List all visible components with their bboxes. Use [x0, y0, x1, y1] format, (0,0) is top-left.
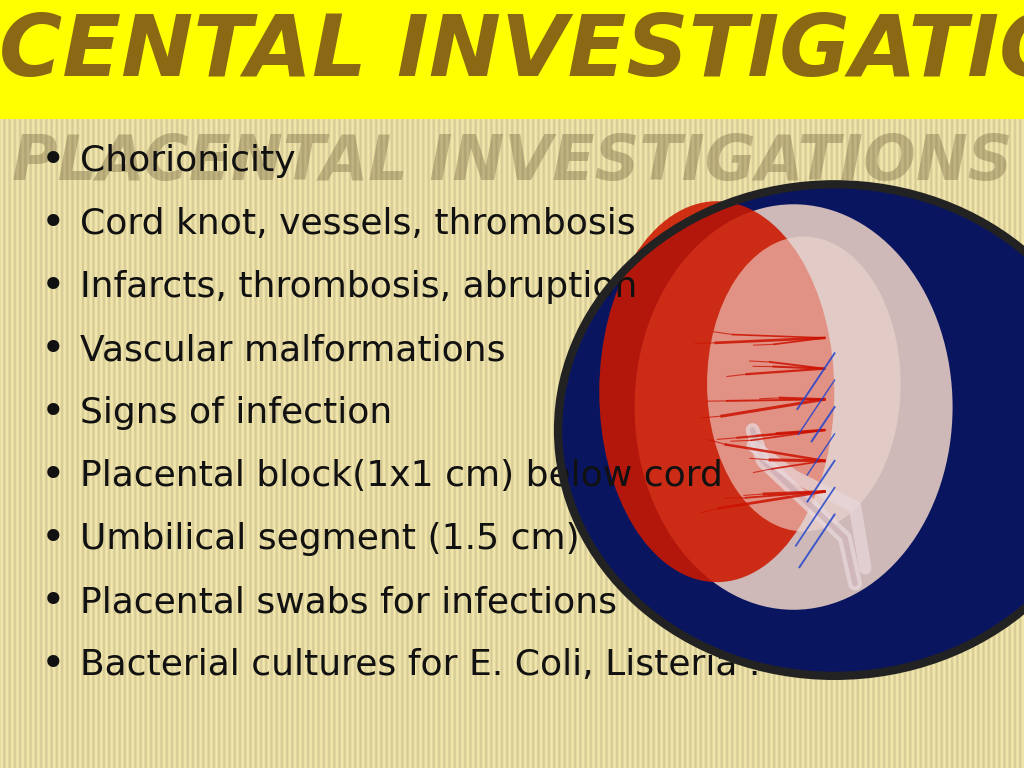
- Text: Bacterial cultures for E. Coli, Listeria .: Bacterial cultures for E. Coli, Listeria…: [80, 648, 760, 682]
- Text: PLACENTAL INVESTIGATIONS: PLACENTAL INVESTIGATIONS: [12, 133, 1012, 193]
- Text: •: •: [41, 266, 66, 308]
- Text: Placental swabs for infections: Placental swabs for infections: [80, 585, 616, 619]
- Text: •: •: [41, 204, 66, 245]
- Text: •: •: [41, 392, 66, 434]
- Text: •: •: [41, 329, 66, 371]
- Text: Placental block(1x1 cm) below cord: Placental block(1x1 cm) below cord: [80, 459, 723, 493]
- Text: Signs of infection: Signs of infection: [80, 396, 392, 430]
- Text: •: •: [41, 581, 66, 623]
- Text: •: •: [41, 518, 66, 560]
- Text: Cord knot, vessels, thrombosis: Cord knot, vessels, thrombosis: [80, 207, 636, 241]
- Text: PLACENTAL INVESTIGATIONS: PLACENTAL INVESTIGATIONS: [0, 11, 1024, 94]
- Text: Umbilical segment (1.5 cm): Umbilical segment (1.5 cm): [80, 522, 580, 556]
- Ellipse shape: [599, 201, 835, 582]
- Text: Vascular malformations: Vascular malformations: [80, 333, 506, 367]
- Text: Chorionicity: Chorionicity: [80, 144, 296, 178]
- Text: •: •: [41, 455, 66, 497]
- Ellipse shape: [635, 204, 952, 610]
- Ellipse shape: [558, 184, 1024, 676]
- Text: Infarcts, thrombosis, abruption: Infarcts, thrombosis, abruption: [80, 270, 637, 304]
- FancyBboxPatch shape: [0, 0, 1024, 119]
- Text: •: •: [41, 644, 66, 686]
- Text: •: •: [41, 141, 66, 182]
- Ellipse shape: [707, 237, 901, 531]
